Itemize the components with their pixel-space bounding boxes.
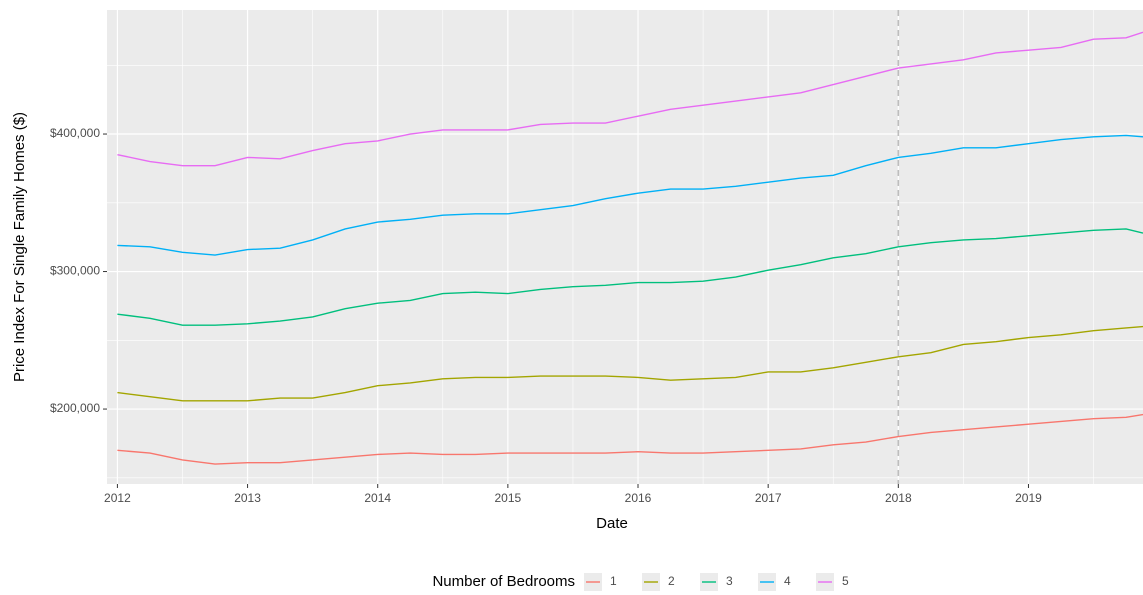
x-tick-label: 2016	[625, 491, 652, 505]
x-tick-label: 2014	[364, 491, 391, 505]
y-tick-label: $300,000	[50, 264, 100, 278]
plot-panel	[107, 10, 1143, 484]
legend-label: 3	[726, 574, 733, 588]
legend-label: 5	[842, 574, 849, 588]
x-tick-label: 2012	[104, 491, 131, 505]
x-tick-label: 2015	[495, 491, 522, 505]
y-tick-label: $400,000	[50, 126, 100, 140]
series-line	[117, 228, 1143, 326]
legend-label: 1	[610, 574, 617, 588]
series-line	[117, 31, 1143, 167]
y-axis-title: Price Index For Single Family Homes ($)	[11, 112, 28, 382]
legend-title: Number of Bedrooms	[432, 573, 575, 590]
x-tick-label: 2013	[234, 491, 261, 505]
series-line	[117, 413, 1143, 465]
series-line	[117, 134, 1143, 256]
series-line	[117, 325, 1143, 402]
legend-label: 2	[668, 574, 675, 588]
x-tick-label: 2018	[885, 491, 912, 505]
x-tick-label: 2019	[1015, 491, 1042, 505]
legend-label: 4	[784, 574, 791, 588]
y-tick-label: $200,000	[50, 401, 100, 415]
x-axis-title: Date	[596, 515, 628, 532]
x-tick-label: 2017	[755, 491, 782, 505]
